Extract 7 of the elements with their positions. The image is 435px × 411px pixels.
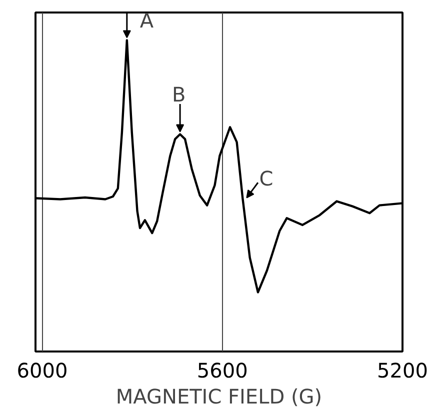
- annotation: B: [172, 82, 186, 107]
- x-axis-title: MAGNETIC FIELD (G): [116, 384, 322, 408]
- x-tick-label: 5600: [196, 358, 248, 382]
- annotation: A: [140, 8, 154, 33]
- x-tick-label: 5200: [377, 358, 428, 382]
- x-tick-label: 6000: [16, 358, 68, 382]
- annotation: C: [259, 166, 274, 191]
